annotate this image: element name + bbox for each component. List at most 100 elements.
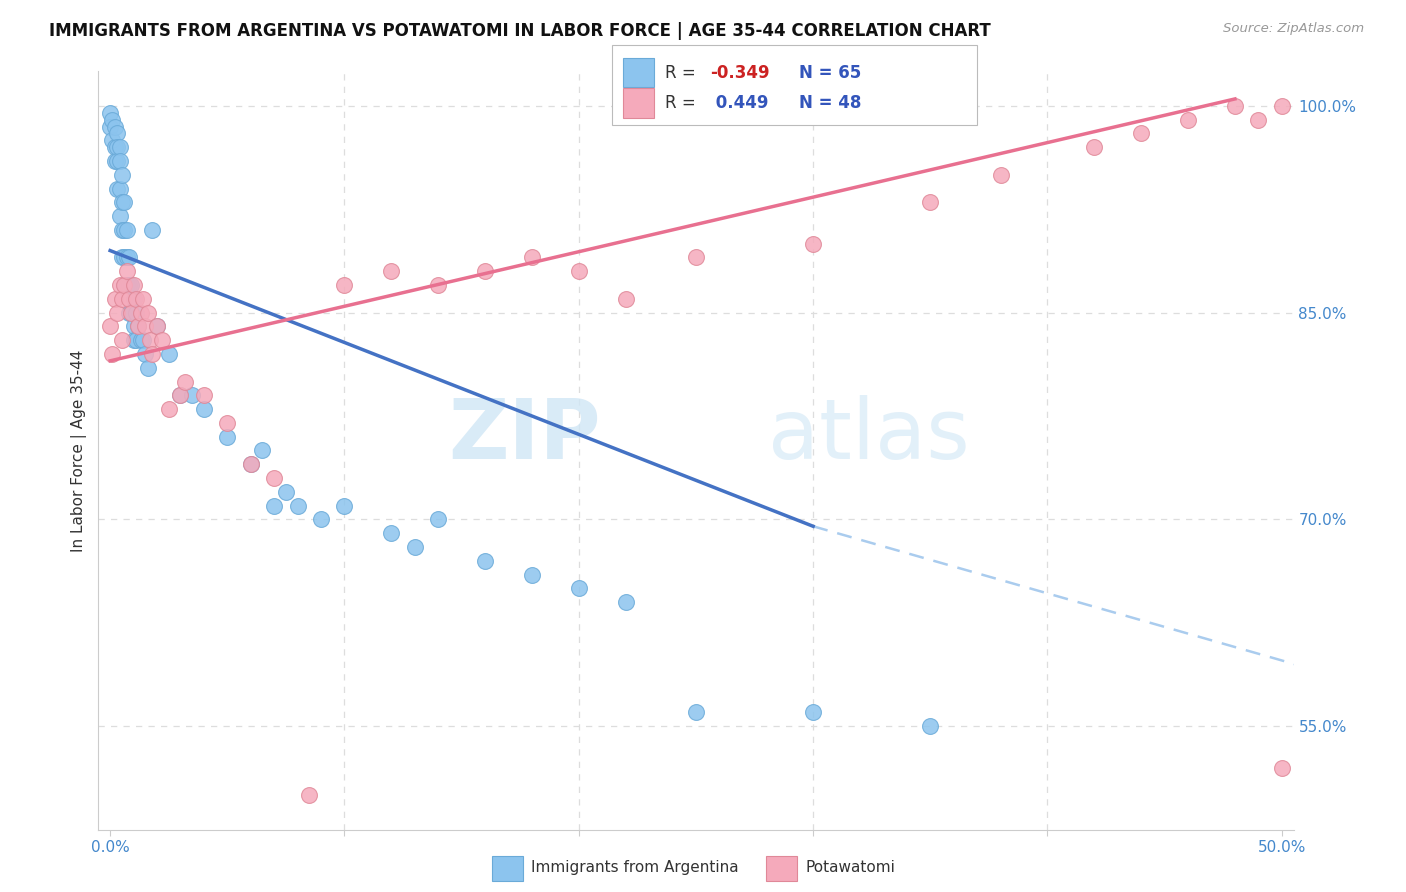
Point [115,264,138,278]
Point [146,319,169,334]
Point [1177,112,1199,127]
Point [101,133,124,147]
Point [614,595,637,609]
Point [1223,99,1246,113]
Point [111,195,134,210]
Point [120,305,142,319]
Point [104,153,127,168]
Point [801,706,824,720]
Point [157,347,180,361]
Point [104,292,127,306]
Point [333,499,356,513]
Point [105,140,128,154]
Point [136,360,159,375]
Point [120,278,142,293]
Point [115,278,138,293]
Point [115,223,138,237]
Point [141,347,163,361]
Point [685,706,707,720]
Point [263,471,285,485]
Point [193,402,215,417]
Point [118,251,141,265]
Point [157,402,180,417]
Point [520,567,543,582]
Point [427,278,450,293]
Point [127,319,149,334]
Point [104,120,127,134]
Point [920,719,942,733]
Point [108,140,131,154]
Point [614,292,637,306]
Point [169,388,191,402]
Point [104,140,127,154]
Point [136,305,159,319]
Point [801,236,824,251]
Point [263,499,285,513]
Point [98,120,121,134]
Text: IMMIGRANTS FROM ARGENTINA VS POTAWATOMI IN LABOR FORCE | AGE 35-44 CORRELATION C: IMMIGRANTS FROM ARGENTINA VS POTAWATOMI … [49,22,991,40]
Point [139,333,162,347]
Point [427,512,450,526]
Point [132,292,155,306]
Point [132,333,155,347]
Point [122,278,145,293]
Point [108,181,131,195]
Point [98,105,121,120]
Point [111,333,134,347]
Point [380,264,402,278]
Point [118,292,141,306]
Point [474,264,496,278]
Text: -0.349: -0.349 [710,64,769,82]
Point [1247,112,1270,127]
Text: ZIP: ZIP [449,395,600,475]
Point [404,540,426,554]
Text: atlas: atlas [768,395,969,475]
Point [685,251,707,265]
Point [169,388,191,402]
Point [193,388,215,402]
Point [125,292,148,306]
Text: R =: R = [665,64,702,82]
Point [115,251,138,265]
Point [101,112,124,127]
Point [111,292,134,306]
Point [1130,127,1153,141]
Point [298,788,321,802]
Text: 0.449: 0.449 [710,94,769,112]
Point [112,195,135,210]
Point [118,305,141,319]
Point [217,430,239,444]
Text: Source: ZipAtlas.com: Source: ZipAtlas.com [1223,22,1364,36]
Point [111,251,134,265]
Point [112,223,135,237]
Point [105,153,128,168]
Point [568,264,591,278]
Y-axis label: In Labor Force | Age 35-44: In Labor Force | Age 35-44 [72,350,87,551]
Point [127,319,149,334]
Point [105,181,128,195]
Text: N = 65: N = 65 [799,64,860,82]
Point [174,375,197,389]
Point [122,319,145,334]
Point [309,512,332,526]
Point [474,554,496,568]
Point [150,333,173,347]
Point [122,333,145,347]
Point [122,292,145,306]
Point [181,388,204,402]
Point [990,168,1012,182]
Point [120,305,142,319]
Point [125,305,148,319]
Point [134,319,156,334]
Point [108,153,131,168]
Point [239,457,262,471]
Point [112,278,135,293]
Point [252,443,274,458]
Point [920,195,942,210]
Point [1271,99,1294,113]
Point [111,223,134,237]
Point [141,223,163,237]
Text: Immigrants from Argentina: Immigrants from Argentina [531,860,740,874]
Point [105,127,128,141]
Point [112,278,135,293]
